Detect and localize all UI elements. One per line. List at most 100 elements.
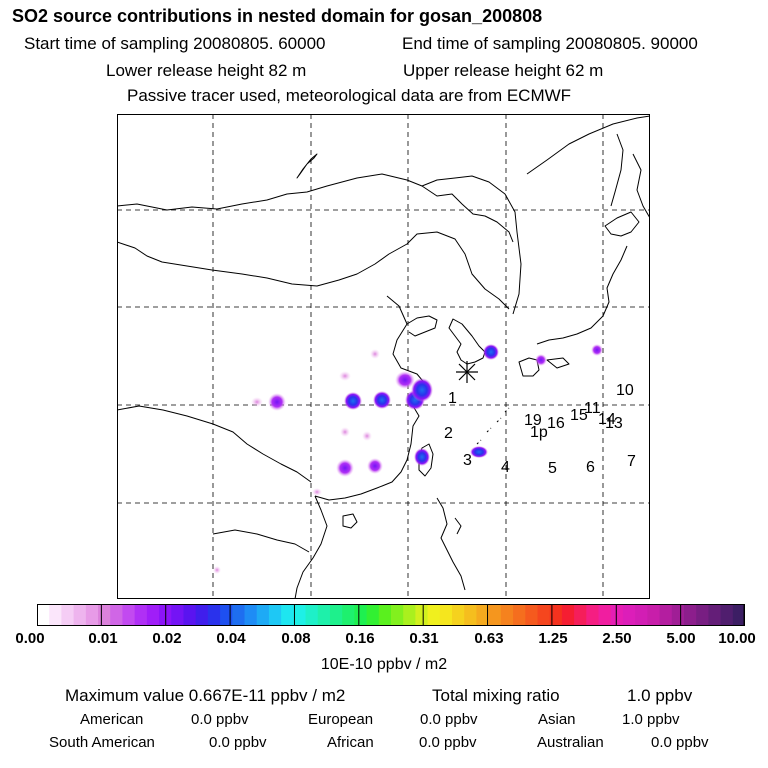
colorbar-swatch [366,604,380,626]
receptor-star-icon [456,361,478,383]
border-russia-mongolia [117,173,514,243]
map-canvas: 1 2 3 4 5 6 7 10 11 13 14 15 16 19 1p [117,114,650,599]
colorbar-swatch [537,604,551,626]
philippines-coast [436,497,466,591]
hotspot [370,349,380,359]
colorbar-swatch [37,604,50,626]
colorbar-swatch [195,604,209,626]
colorbar-tick-label: 1.25 [538,630,568,647]
colorbar-swatch [305,604,319,626]
hotspot [483,344,499,360]
end-time-label: End time of sampling 20080805. 90000 [402,34,698,53]
colorbar-swatch [183,604,197,626]
colorbar-swatch [561,604,575,626]
colorbar-swatch [403,604,417,626]
region-name: Australian [537,734,604,751]
region-label: 15 [570,407,588,424]
colorbar-swatch [574,604,587,626]
colorbar-swatch [244,604,258,626]
korea-coast [448,318,486,365]
colorbar-swatch [146,604,160,626]
border-southeast [212,529,310,553]
region-value: 0.0 ppbv [651,734,709,751]
region-labels: 1 2 3 4 5 6 7 10 11 13 14 15 16 19 1p [444,382,636,477]
colorbar-tick-label: 0.16 [345,630,375,647]
region-label: 7 [627,453,636,470]
lower-release-label: Lower release height 82 m [106,61,307,80]
colorbar-swatch [232,604,246,626]
region-label: 4 [501,459,510,476]
hainan [342,513,358,529]
colorbar-swatch [342,604,355,626]
colorbar-tick-label: 5.00 [666,630,696,647]
colorbar-swatch [635,604,648,626]
colorbar-swatch [415,604,429,626]
region-value: 0.0 ppbv [420,711,478,728]
colorbar-swatch [659,604,673,626]
hotspot [373,391,391,409]
region-value: 0.0 ppbv [191,711,249,728]
hotspot [414,448,430,466]
hotspot [312,488,322,496]
colorbar-swatch [329,604,343,626]
honshu-coast [536,245,628,345]
region-label: 3 [463,452,472,469]
colorbar-swatch [696,604,709,626]
colorbar-swatch [488,604,502,626]
colorbar-tick-label: 0.63 [474,630,504,647]
colorbar-swatch [171,604,185,626]
total-mixing-value: 1.0 ppbv [627,686,693,705]
colorbar-swatch [317,604,331,626]
colorbar-swatch [110,604,124,626]
total-mixing-label: Total mixing ratio [432,686,560,705]
hokkaido [604,211,640,237]
okhotsk-coast [526,115,650,175]
region-label: 16 [547,415,565,432]
hotspot [395,371,415,389]
colorbar-unit-label: 10E-10 ppbv / m2 [320,656,448,673]
colorbar-swatch [61,604,75,626]
region-label: 13 [605,415,623,432]
region-label: 2 [444,425,453,442]
plot-title: SO2 source contributions in nested domai… [12,6,543,26]
colorbar-swatch [293,604,307,626]
colorbar-swatch [354,604,368,626]
colorbar-tick-label: 0.31 [409,630,439,647]
map-panel: 1 2 3 4 5 6 7 10 11 13 14 15 16 19 1p [117,114,650,599]
colorbar-swatch [268,604,282,626]
region-label: 14 [598,411,616,428]
region-value: 0.0 ppbv [209,734,267,751]
colorbar-swatch [525,604,539,626]
colorbar-tick-label: 0.04 [216,630,246,647]
colorbar-tick-label: 0.08 [281,630,311,647]
colorbar-swatch [439,604,453,626]
hotspot [535,354,547,366]
hotspot [367,458,383,474]
tracer-note: Passive tracer used, meteorological data… [127,86,572,105]
hotspot [340,427,350,437]
map-border [117,114,650,599]
border-southwest [117,405,312,483]
colorbar-swatch [464,604,478,626]
colorbar-swatch [513,604,526,626]
region-value: 1.0 ppbv [622,711,680,728]
colorbar-tick-label: 0.01 [88,630,118,647]
region-label: 1 [448,390,457,407]
colorbar-swatch [391,604,404,626]
region-label: 10 [616,382,634,399]
region-value: 0.0 ppbv [419,734,477,751]
hotspot [213,566,221,574]
colorbar-swatch [207,604,221,626]
region-label: 6 [586,459,595,476]
region-name: South American [49,734,155,751]
colorbar-swatch [220,604,233,626]
bohai-coast [406,315,438,337]
hotspot [411,378,433,402]
coastlines [117,115,650,599]
colorbar-swatch [427,604,441,626]
hotspot [362,431,372,441]
colorbar-swatch [281,604,294,626]
colorbar-swatch [134,604,148,626]
region-name: European [308,711,374,728]
colorbar [37,604,745,626]
